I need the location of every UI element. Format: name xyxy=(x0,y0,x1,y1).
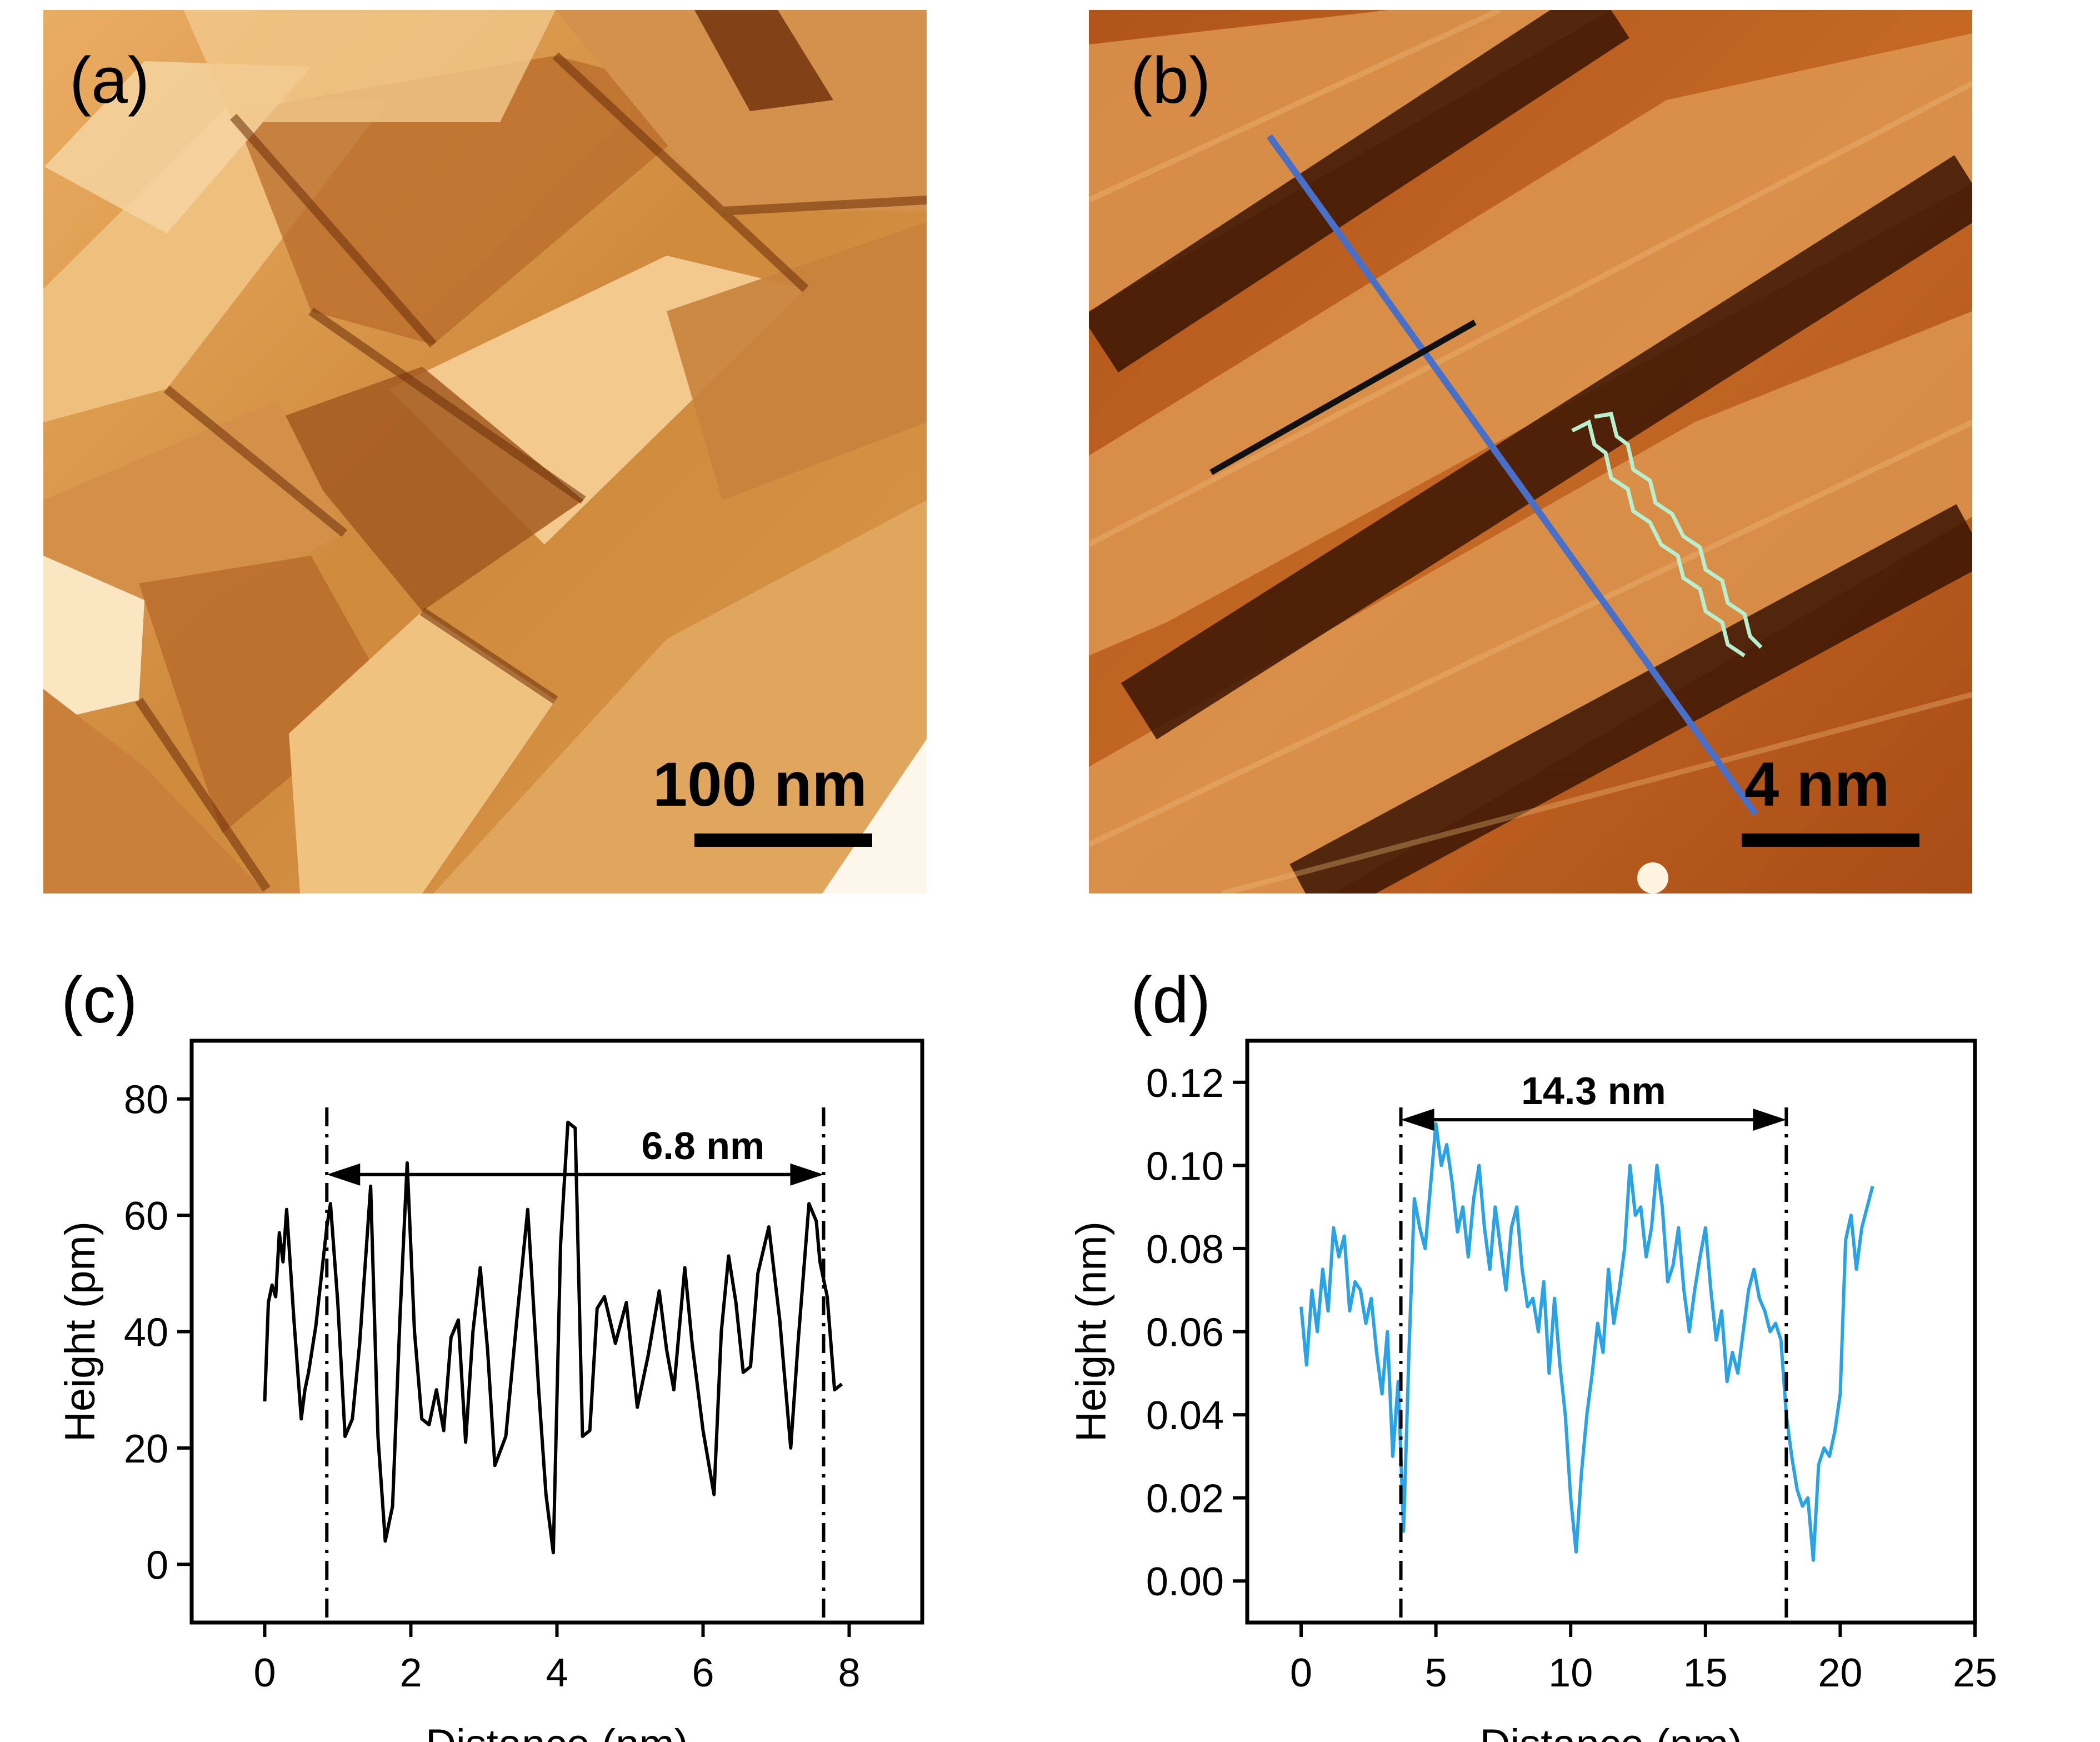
x-tick-label: 0 xyxy=(253,1651,276,1695)
series-line xyxy=(263,1120,843,1555)
arrow-head-left xyxy=(327,1163,361,1186)
y-tick-label: 20 xyxy=(124,1427,168,1471)
y-tick-label: 80 xyxy=(124,1078,168,1122)
y-tick-label: 0.00 xyxy=(1146,1560,1224,1604)
panel-a-label: (a) xyxy=(69,44,149,117)
x-tick-label: 25 xyxy=(1953,1651,1997,1695)
x-tick-label: 8 xyxy=(838,1651,860,1695)
y-axis-label: Height (nm) xyxy=(1068,1221,1115,1442)
y-tick-label: 0.12 xyxy=(1146,1061,1224,1106)
x-tick-label: 6 xyxy=(692,1651,714,1695)
arrow-head-left xyxy=(1401,1109,1434,1131)
texture-rows xyxy=(1089,10,1972,894)
panel-b-stm-image xyxy=(1089,10,1972,894)
y-tick-label: 60 xyxy=(124,1194,168,1239)
panel-a-scale-bar xyxy=(694,833,872,847)
chart-c: 02468020406080Distance (nm)Height (pm)6.… xyxy=(57,1039,924,1742)
dark-rows xyxy=(1089,10,1972,894)
panel-c-label: (c) xyxy=(61,964,138,1037)
y-tick-label: 0.04 xyxy=(1146,1394,1224,1438)
panel-b-label: (b) xyxy=(1131,44,1211,117)
x-tick-label: 4 xyxy=(546,1651,568,1695)
chart-d: 0 5 10 15 20 25 0.00 0.02 0.04 0.06 0.08 0.10 0.12 Di… xyxy=(1068,1039,1997,1742)
profile-line-black xyxy=(1209,320,1477,475)
panel-d-label: (d) xyxy=(1131,964,1211,1037)
panel-b-scale-bar xyxy=(1742,833,1919,847)
arrow-head-right xyxy=(1753,1109,1787,1131)
series-line xyxy=(1299,1122,1874,1562)
x-tick-label: 20 xyxy=(1818,1651,1862,1695)
x-tick-label: 5 xyxy=(1425,1651,1447,1695)
span-annotation-label: 14.3 nm xyxy=(1521,1069,1666,1112)
y-axis-label: Height (pm) xyxy=(57,1221,104,1442)
x-tick-label: 15 xyxy=(1683,1651,1728,1695)
x-tick-label: 2 xyxy=(399,1651,422,1695)
panel-b-scale-bar-label: 4 nm xyxy=(1744,750,1889,819)
x-tick-label: 10 xyxy=(1548,1651,1593,1695)
step-edges xyxy=(135,52,927,892)
x-tick-label: 0 xyxy=(1290,1651,1312,1695)
y-tick-label: 0.10 xyxy=(1146,1144,1224,1189)
x-axis-label: Distance (nm) xyxy=(1480,1721,1743,1742)
y-tick-label: 0 xyxy=(146,1543,168,1588)
y-tick-label: 0.08 xyxy=(1146,1227,1224,1272)
arrow-head-right xyxy=(790,1163,824,1186)
profile-line-blue xyxy=(1267,134,1758,816)
y-tick-label: 0.06 xyxy=(1146,1311,1224,1355)
span-annotation-label: 6.8 nm xyxy=(641,1124,764,1167)
plot-frame xyxy=(1245,1039,1977,1625)
panel-a-afm-image xyxy=(43,10,927,894)
y-tick-label: 0.02 xyxy=(1146,1477,1224,1521)
panel-a-scale-bar-label: 100 nm xyxy=(653,750,867,819)
x-axis-label: Distance (nm) xyxy=(426,1721,688,1742)
y-tick-label: 40 xyxy=(124,1311,168,1355)
molecule-overlay xyxy=(1571,412,1763,657)
